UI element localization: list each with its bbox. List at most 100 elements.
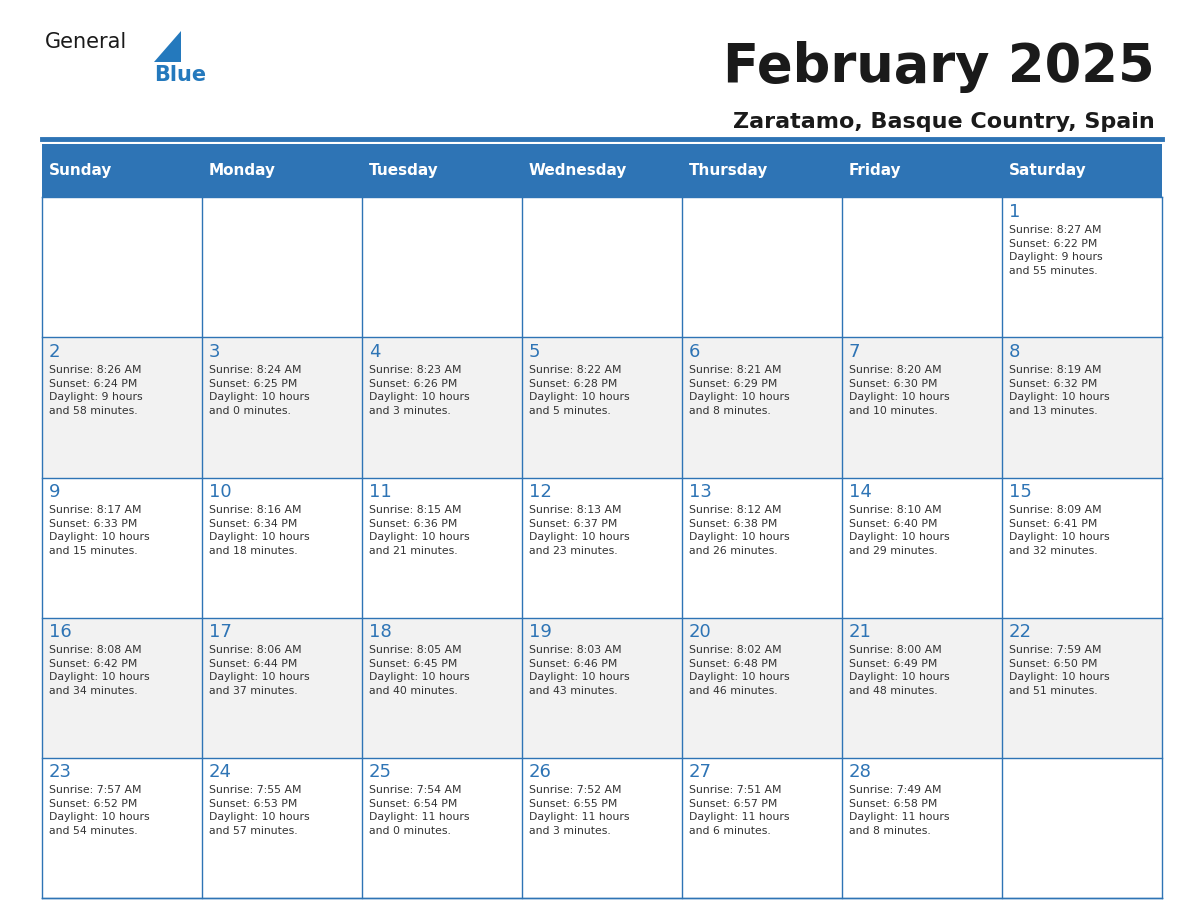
Text: Sunrise: 7:59 AM
Sunset: 6:50 PM
Daylight: 10 hours
and 51 minutes.: Sunrise: 7:59 AM Sunset: 6:50 PM Dayligh… (1009, 645, 1110, 696)
Text: Sunrise: 8:24 AM
Sunset: 6:25 PM
Daylight: 10 hours
and 0 minutes.: Sunrise: 8:24 AM Sunset: 6:25 PM Dayligh… (209, 365, 309, 416)
Text: 2: 2 (49, 343, 61, 361)
Text: Sunrise: 8:23 AM
Sunset: 6:26 PM
Daylight: 10 hours
and 3 minutes.: Sunrise: 8:23 AM Sunset: 6:26 PM Dayligh… (368, 365, 469, 416)
Text: Tuesday: Tuesday (368, 163, 438, 178)
Bar (361, 477, 522, 618)
Text: 26: 26 (529, 763, 551, 781)
Bar (42, 757, 202, 898)
Bar (682, 757, 842, 898)
Text: Sunrise: 8:15 AM
Sunset: 6:36 PM
Daylight: 10 hours
and 21 minutes.: Sunrise: 8:15 AM Sunset: 6:36 PM Dayligh… (368, 505, 469, 556)
Text: 14: 14 (849, 483, 872, 501)
Bar (522, 618, 682, 757)
Text: Sunrise: 8:03 AM
Sunset: 6:46 PM
Daylight: 10 hours
and 43 minutes.: Sunrise: 8:03 AM Sunset: 6:46 PM Dayligh… (529, 645, 630, 696)
Bar (1001, 144, 1162, 197)
Text: 8: 8 (1009, 343, 1020, 361)
Text: Thursday: Thursday (689, 163, 769, 178)
Text: 21: 21 (849, 623, 872, 641)
Text: Sunrise: 8:12 AM
Sunset: 6:38 PM
Daylight: 10 hours
and 26 minutes.: Sunrise: 8:12 AM Sunset: 6:38 PM Dayligh… (689, 505, 790, 556)
Text: Wednesday: Wednesday (529, 163, 627, 178)
Bar (42, 197, 202, 338)
Bar (361, 757, 522, 898)
Text: 6: 6 (689, 343, 700, 361)
Text: Friday: Friday (849, 163, 902, 178)
Bar (842, 144, 1001, 197)
Bar (361, 144, 522, 197)
Text: February 2025: February 2025 (723, 41, 1155, 94)
Text: 13: 13 (689, 483, 712, 501)
Bar (202, 338, 361, 477)
Bar (1001, 618, 1162, 757)
Text: 9: 9 (49, 483, 61, 501)
Bar (522, 477, 682, 618)
Bar (522, 338, 682, 477)
Text: Sunrise: 7:55 AM
Sunset: 6:53 PM
Daylight: 10 hours
and 57 minutes.: Sunrise: 7:55 AM Sunset: 6:53 PM Dayligh… (209, 785, 309, 836)
Bar (682, 477, 842, 618)
Text: 7: 7 (849, 343, 860, 361)
Text: Sunrise: 8:09 AM
Sunset: 6:41 PM
Daylight: 10 hours
and 32 minutes.: Sunrise: 8:09 AM Sunset: 6:41 PM Dayligh… (1009, 505, 1110, 556)
Bar (42, 144, 202, 197)
Text: 18: 18 (368, 623, 392, 641)
Bar (361, 618, 522, 757)
Text: Monday: Monday (209, 163, 276, 178)
Text: 11: 11 (368, 483, 392, 501)
Bar (682, 144, 842, 197)
Text: Sunrise: 8:27 AM
Sunset: 6:22 PM
Daylight: 9 hours
and 55 minutes.: Sunrise: 8:27 AM Sunset: 6:22 PM Dayligh… (1009, 225, 1102, 275)
Bar (842, 618, 1001, 757)
Text: 20: 20 (689, 623, 712, 641)
Bar (202, 197, 361, 338)
Bar (202, 144, 361, 197)
Text: Sunrise: 7:52 AM
Sunset: 6:55 PM
Daylight: 11 hours
and 3 minutes.: Sunrise: 7:52 AM Sunset: 6:55 PM Dayligh… (529, 785, 630, 836)
Bar (842, 757, 1001, 898)
Text: Sunrise: 8:10 AM
Sunset: 6:40 PM
Daylight: 10 hours
and 29 minutes.: Sunrise: 8:10 AM Sunset: 6:40 PM Dayligh… (849, 505, 949, 556)
Text: Sunrise: 8:19 AM
Sunset: 6:32 PM
Daylight: 10 hours
and 13 minutes.: Sunrise: 8:19 AM Sunset: 6:32 PM Dayligh… (1009, 365, 1110, 416)
Text: Saturday: Saturday (1009, 163, 1087, 178)
Text: 3: 3 (209, 343, 220, 361)
Bar (522, 144, 682, 197)
Bar (202, 757, 361, 898)
Bar (202, 618, 361, 757)
Text: Sunrise: 8:20 AM
Sunset: 6:30 PM
Daylight: 10 hours
and 10 minutes.: Sunrise: 8:20 AM Sunset: 6:30 PM Dayligh… (849, 365, 949, 416)
Text: Sunrise: 8:22 AM
Sunset: 6:28 PM
Daylight: 10 hours
and 5 minutes.: Sunrise: 8:22 AM Sunset: 6:28 PM Dayligh… (529, 365, 630, 416)
Text: Sunrise: 8:02 AM
Sunset: 6:48 PM
Daylight: 10 hours
and 46 minutes.: Sunrise: 8:02 AM Sunset: 6:48 PM Dayligh… (689, 645, 790, 696)
Text: Sunrise: 8:06 AM
Sunset: 6:44 PM
Daylight: 10 hours
and 37 minutes.: Sunrise: 8:06 AM Sunset: 6:44 PM Dayligh… (209, 645, 309, 696)
Bar (42, 618, 202, 757)
Bar (1001, 477, 1162, 618)
Text: Sunrise: 8:05 AM
Sunset: 6:45 PM
Daylight: 10 hours
and 40 minutes.: Sunrise: 8:05 AM Sunset: 6:45 PM Dayligh… (368, 645, 469, 696)
Text: Zaratamo, Basque Country, Spain: Zaratamo, Basque Country, Spain (733, 112, 1155, 132)
Bar (361, 338, 522, 477)
Text: Sunrise: 8:08 AM
Sunset: 6:42 PM
Daylight: 10 hours
and 34 minutes.: Sunrise: 8:08 AM Sunset: 6:42 PM Dayligh… (49, 645, 150, 696)
Text: 5: 5 (529, 343, 541, 361)
Bar (1001, 757, 1162, 898)
Bar (42, 338, 202, 477)
Text: 17: 17 (209, 623, 232, 641)
Bar (1001, 197, 1162, 338)
Text: 25: 25 (368, 763, 392, 781)
Text: 10: 10 (209, 483, 232, 501)
Text: Sunrise: 8:16 AM
Sunset: 6:34 PM
Daylight: 10 hours
and 18 minutes.: Sunrise: 8:16 AM Sunset: 6:34 PM Dayligh… (209, 505, 309, 556)
Bar (842, 477, 1001, 618)
Text: 1: 1 (1009, 203, 1020, 221)
Text: Blue: Blue (154, 65, 207, 85)
Bar (842, 197, 1001, 338)
Text: 28: 28 (849, 763, 872, 781)
Bar (202, 477, 361, 618)
Text: 15: 15 (1009, 483, 1032, 501)
Text: Sunrise: 7:57 AM
Sunset: 6:52 PM
Daylight: 10 hours
and 54 minutes.: Sunrise: 7:57 AM Sunset: 6:52 PM Dayligh… (49, 785, 150, 836)
Bar (682, 618, 842, 757)
Text: Sunrise: 8:17 AM
Sunset: 6:33 PM
Daylight: 10 hours
and 15 minutes.: Sunrise: 8:17 AM Sunset: 6:33 PM Dayligh… (49, 505, 150, 556)
Text: Sunrise: 8:13 AM
Sunset: 6:37 PM
Daylight: 10 hours
and 23 minutes.: Sunrise: 8:13 AM Sunset: 6:37 PM Dayligh… (529, 505, 630, 556)
Text: Sunrise: 8:21 AM
Sunset: 6:29 PM
Daylight: 10 hours
and 8 minutes.: Sunrise: 8:21 AM Sunset: 6:29 PM Dayligh… (689, 365, 790, 416)
Text: Sunday: Sunday (49, 163, 112, 178)
Text: 24: 24 (209, 763, 232, 781)
Text: Sunrise: 7:51 AM
Sunset: 6:57 PM
Daylight: 11 hours
and 6 minutes.: Sunrise: 7:51 AM Sunset: 6:57 PM Dayligh… (689, 785, 789, 836)
Text: 27: 27 (689, 763, 712, 781)
Polygon shape (154, 31, 181, 62)
Text: Sunrise: 8:26 AM
Sunset: 6:24 PM
Daylight: 9 hours
and 58 minutes.: Sunrise: 8:26 AM Sunset: 6:24 PM Dayligh… (49, 365, 143, 416)
Text: Sunrise: 7:49 AM
Sunset: 6:58 PM
Daylight: 11 hours
and 8 minutes.: Sunrise: 7:49 AM Sunset: 6:58 PM Dayligh… (849, 785, 949, 836)
Text: General: General (45, 32, 127, 52)
Text: 22: 22 (1009, 623, 1032, 641)
Bar (682, 197, 842, 338)
Text: 12: 12 (529, 483, 551, 501)
Text: Sunrise: 8:00 AM
Sunset: 6:49 PM
Daylight: 10 hours
and 48 minutes.: Sunrise: 8:00 AM Sunset: 6:49 PM Dayligh… (849, 645, 949, 696)
Text: 16: 16 (49, 623, 71, 641)
Bar (682, 338, 842, 477)
